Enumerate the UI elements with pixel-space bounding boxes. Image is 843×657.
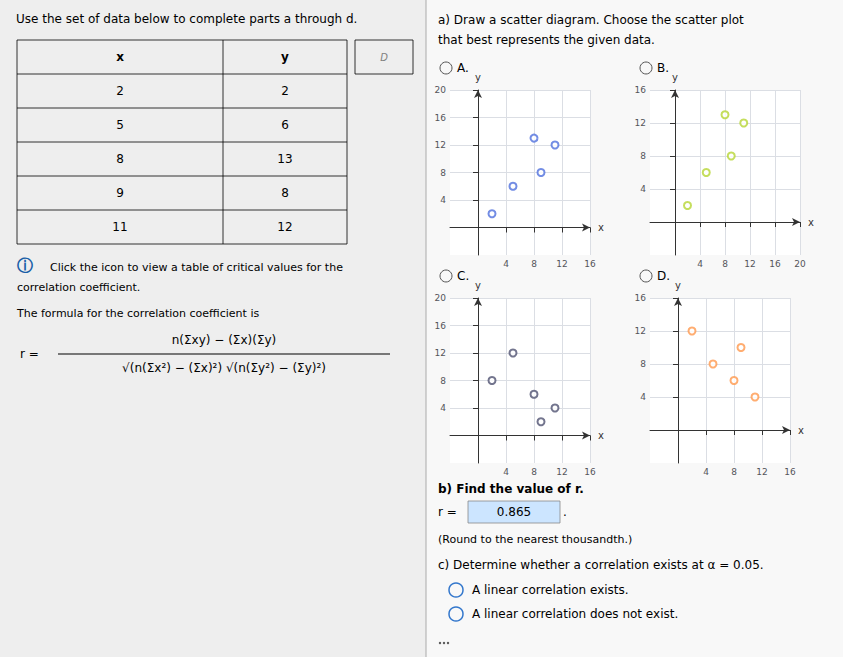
svg-text:4: 4	[640, 392, 646, 402]
svg-text:8: 8	[531, 259, 537, 269]
svg-text:4: 4	[697, 259, 703, 269]
svg-text:8: 8	[640, 359, 646, 369]
svg-text:16: 16	[584, 259, 596, 269]
svg-text:r =: r =	[438, 505, 457, 519]
svg-text:6: 6	[281, 118, 289, 132]
svg-text:y: y	[475, 72, 481, 83]
svg-text:x: x	[798, 425, 804, 436]
svg-text:20: 20	[435, 293, 447, 303]
svg-text:C.: C.	[457, 269, 469, 283]
svg-text:x: x	[808, 217, 814, 228]
svg-text:D: D	[380, 52, 388, 63]
svg-text:a) Draw a scatter diagram. Cho: a) Draw a scatter diagram. Choose the sc…	[438, 13, 744, 27]
svg-text:16: 16	[635, 293, 647, 303]
svg-text:8: 8	[116, 152, 124, 166]
svg-text:16: 16	[784, 467, 796, 477]
svg-text:8: 8	[722, 259, 728, 269]
svg-text:12: 12	[435, 140, 446, 150]
svg-text:r =: r =	[20, 347, 39, 361]
svg-text:y: y	[672, 72, 678, 83]
svg-text:12: 12	[744, 259, 755, 269]
svg-text:x: x	[116, 50, 124, 64]
svg-text:.: .	[563, 505, 567, 519]
svg-text:12: 12	[277, 220, 292, 234]
svg-text:4: 4	[503, 467, 509, 477]
svg-text:16: 16	[435, 113, 447, 123]
svg-text:that best represents the given: that best represents the given data.	[438, 33, 655, 47]
svg-text:5: 5	[116, 118, 124, 132]
svg-text:8: 8	[640, 151, 646, 161]
svg-text:20: 20	[794, 259, 806, 269]
svg-text:12: 12	[756, 467, 767, 477]
svg-text:12: 12	[635, 118, 646, 128]
svg-text:ⓘ: ⓘ	[17, 256, 33, 275]
svg-text:4: 4	[503, 259, 509, 269]
svg-text:4: 4	[440, 195, 446, 205]
svg-text:11: 11	[112, 220, 127, 234]
svg-text:Click the icon to view a table: Click the icon to view a table of critic…	[50, 261, 343, 274]
svg-text:4: 4	[440, 403, 446, 413]
svg-text:2: 2	[281, 84, 289, 98]
svg-text:16: 16	[584, 467, 596, 477]
svg-text:8: 8	[531, 467, 537, 477]
svg-text:(Round to the nearest thousand: (Round to the nearest thousandth.)	[438, 533, 632, 546]
svg-text:9: 9	[116, 186, 124, 200]
svg-text:y: y	[675, 280, 681, 291]
svg-text:12: 12	[635, 326, 646, 336]
svg-text:12: 12	[435, 348, 446, 358]
svg-text:8: 8	[281, 186, 289, 200]
svg-text:A.: A.	[457, 61, 469, 75]
svg-text:12: 12	[556, 467, 567, 477]
svg-text:8: 8	[440, 168, 446, 178]
svg-text:x: x	[598, 430, 604, 441]
svg-text:16: 16	[435, 321, 447, 331]
svg-text:D.: D.	[657, 269, 670, 283]
svg-text:c) Determine whether a correla: c) Determine whether a correlation exist…	[438, 558, 764, 572]
svg-text:y: y	[475, 280, 481, 291]
svg-text:The formula for the correlatio: The formula for the correlation coeffici…	[16, 307, 259, 320]
svg-text:8: 8	[440, 376, 446, 386]
svg-text:A linear correlation exists.: A linear correlation exists.	[472, 583, 629, 597]
svg-text:20: 20	[435, 85, 447, 95]
svg-text:13: 13	[277, 152, 292, 166]
svg-text:B.: B.	[657, 61, 669, 75]
svg-text:correlation coefficient.: correlation coefficient.	[17, 281, 140, 294]
svg-text:16: 16	[769, 259, 781, 269]
svg-text:12: 12	[556, 259, 567, 269]
svg-text:b) Find the value of r.: b) Find the value of r.	[438, 482, 584, 496]
svg-text:n(Σxy) − (Σx)(Σy): n(Σxy) − (Σx)(Σy)	[172, 333, 277, 347]
svg-text:√(n(Σx²) − (Σx)²) √(n(Σy²) − (: √(n(Σx²) − (Σx)²) √(n(Σy²) − (Σy)²)	[122, 361, 326, 375]
svg-text:16: 16	[635, 85, 647, 95]
svg-text:4: 4	[640, 184, 646, 194]
svg-text:y: y	[281, 50, 289, 64]
svg-text:0.865: 0.865	[497, 505, 531, 519]
svg-text:A linear correlation does not: A linear correlation does not exist.	[472, 607, 678, 621]
svg-text:Use the set of data below to c: Use the set of data below to complete pa…	[16, 12, 357, 26]
svg-text:4: 4	[703, 467, 709, 477]
svg-text:2: 2	[116, 84, 124, 98]
svg-text:8: 8	[731, 467, 737, 477]
svg-text:x: x	[598, 222, 604, 233]
